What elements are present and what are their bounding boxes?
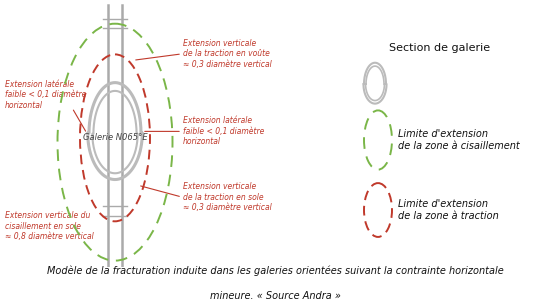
Text: Extension latérale
faible < 0,1 diamètre
horizontal: Extension latérale faible < 0,1 diamètre… (5, 80, 86, 110)
Text: mineure. « Source Andra »: mineure. « Source Andra » (210, 291, 340, 301)
Text: Extension verticale du
cisaillement en sole
≈ 0,8 diamètre vertical: Extension verticale du cisaillement en s… (5, 211, 94, 241)
Text: Galerie N065°E: Galerie N065°E (82, 133, 147, 142)
Text: Extension verticale
de la traction en voûte
≈ 0,3 diamètre vertical: Extension verticale de la traction en vo… (183, 39, 272, 69)
Text: Section de galerie: Section de galerie (389, 44, 491, 53)
Text: Modèle de la fracturation induite dans les galeries orientées suivant la contrai: Modèle de la fracturation induite dans l… (47, 266, 503, 276)
Text: Limite d'extension
de la zone à cisaillement: Limite d'extension de la zone à cisaille… (398, 129, 520, 151)
Text: Extension verticale
de la traction en sole
≈ 0,3 diamètre vertical: Extension verticale de la traction en so… (183, 182, 272, 212)
Text: Extension latérale
faible < 0,1 diamètre
horizontal: Extension latérale faible < 0,1 diamètre… (183, 116, 265, 146)
Text: Limite d'extension
de la zone à traction: Limite d'extension de la zone à traction (398, 199, 499, 221)
